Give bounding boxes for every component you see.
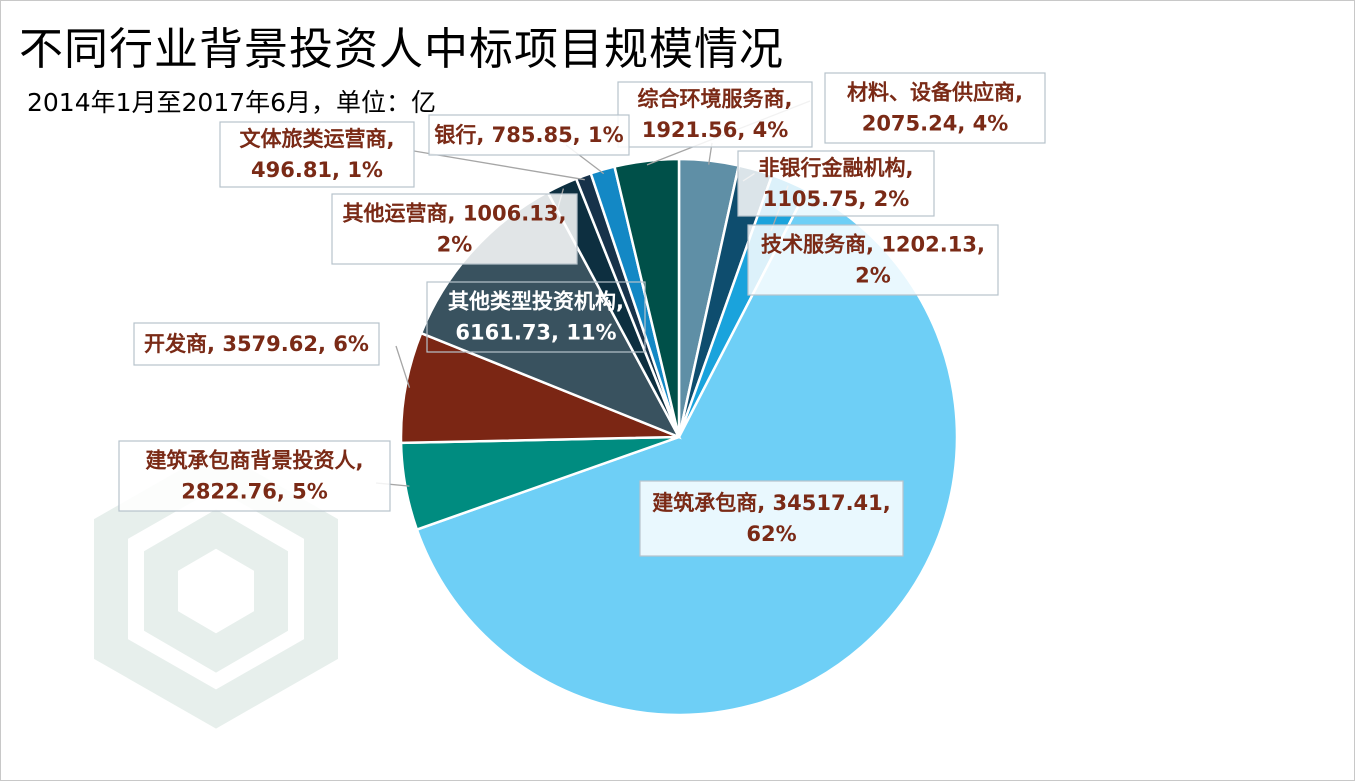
data-label-box (737, 150, 935, 217)
data-label-text: 建筑承包商背景投资人, (146, 449, 364, 473)
leader-line (395, 345, 411, 388)
data-label-box (617, 81, 813, 148)
data-label-box (428, 114, 630, 156)
data-label-text: 2822.76, 5% (181, 480, 328, 504)
data-label-text: 496.81, 1% (251, 158, 383, 182)
data-label-text: 1921.56, 4% (642, 118, 789, 142)
data-label: 文体旅类运营商, 496.81, 1% (219, 121, 415, 188)
data-label-box (118, 440, 391, 512)
pie-slice (612, 157, 681, 438)
data-label-text: 非银行金融机构, (759, 156, 914, 180)
pie-slice (399, 331, 680, 445)
data-label-text: 2075.24, 4% (862, 112, 1009, 136)
data-label-box (426, 281, 646, 353)
data-label-text: 2% (855, 264, 891, 288)
data-label-text: 银行, 785.85, 1% (434, 123, 623, 147)
data-label: 建筑承包商, 34517.41, 62% (639, 480, 904, 557)
data-label: 建筑承包商背景投资人, 2822.76, 5% (118, 440, 391, 512)
data-label-text: 2% (437, 233, 473, 257)
data-label-text: 技术服务商, 1202.13, (761, 233, 985, 257)
data-label: 技术服务商, 1202.13, 2% (747, 224, 999, 296)
data-label-box (639, 480, 904, 557)
data-label: 非银行金融机构, 1105.75, 2% (737, 150, 935, 217)
pie-slice (415, 188, 959, 717)
data-label: 银行, 785.85, 1% (428, 114, 630, 156)
page-title: 不同行业背景投资人中标项目规模情况 (19, 24, 784, 75)
data-label: 其他运营商, 1006.13, 2% (331, 193, 578, 265)
data-label-box (133, 322, 380, 366)
data-label-text: 62% (746, 522, 796, 546)
data-label: 材料、设备供应商, 2075.24, 4% (824, 72, 1046, 144)
data-label-text: 1105.75, 2% (763, 187, 910, 211)
data-label-box (219, 121, 415, 188)
page-subtitle: 2014年1月至2017年6月，单位：亿 (27, 88, 437, 117)
data-label-box (824, 72, 1046, 144)
data-label-text: 其他运营商, 1006.13, (343, 202, 567, 226)
data-label-box (331, 193, 578, 265)
data-label-text: 文体旅类运营商, (240, 127, 395, 151)
leader-line (413, 150, 585, 181)
data-label-text: 开发商, 3579.62, 6% (144, 332, 369, 356)
data-label-text: 6161.73, 11% (455, 321, 616, 345)
data-label-text: 综合环境服务商, (638, 87, 793, 111)
data-label: 其他类型投资机构, 6161.73, 11% (426, 281, 646, 353)
data-label: 综合环境服务商, 1921.56, 4% (617, 81, 813, 148)
data-label-text: 其他类型投资机构, (448, 290, 624, 314)
data-label-box (747, 224, 999, 296)
data-label: 开发商, 3579.62, 6% (133, 322, 380, 366)
data-label-text: 建筑承包商, 34517.41, (652, 491, 891, 515)
data-label-text: 材料、设备供应商, (847, 81, 1023, 105)
